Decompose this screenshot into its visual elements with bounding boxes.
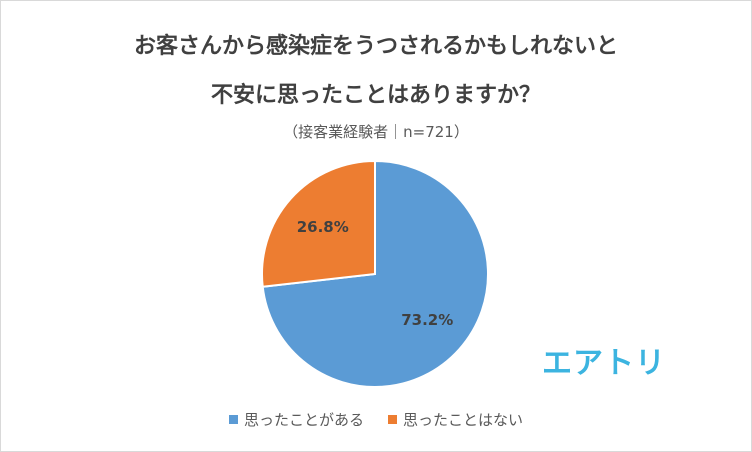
legend-swatch-no (388, 415, 397, 424)
chart-title-line-2: 不安に思ったことはありますか？ (210, 83, 541, 108)
legend-item-yes: 思ったことがある (228, 409, 364, 430)
legend: 思ったことがある 思ったことはない (0, 409, 752, 430)
airtrip-logo: エアトリ (542, 346, 666, 381)
chart-subtitle: （接客業経験者｜n=721） (283, 123, 469, 141)
pie-label-yes: 73.2% (401, 311, 453, 329)
legend-label-yes: 思ったことがある (243, 411, 364, 429)
pie-slice-no (261, 159, 376, 288)
legend-swatch-yes (228, 415, 238, 424)
legend-label-no: 思ったことはない (403, 411, 524, 429)
chart-title-line-1: お客さんから感染症をうつされるかもしれないと (133, 34, 618, 59)
pie-label-no: 26.8% (297, 218, 349, 236)
legend-item-no: 思ったことはない (388, 409, 523, 430)
